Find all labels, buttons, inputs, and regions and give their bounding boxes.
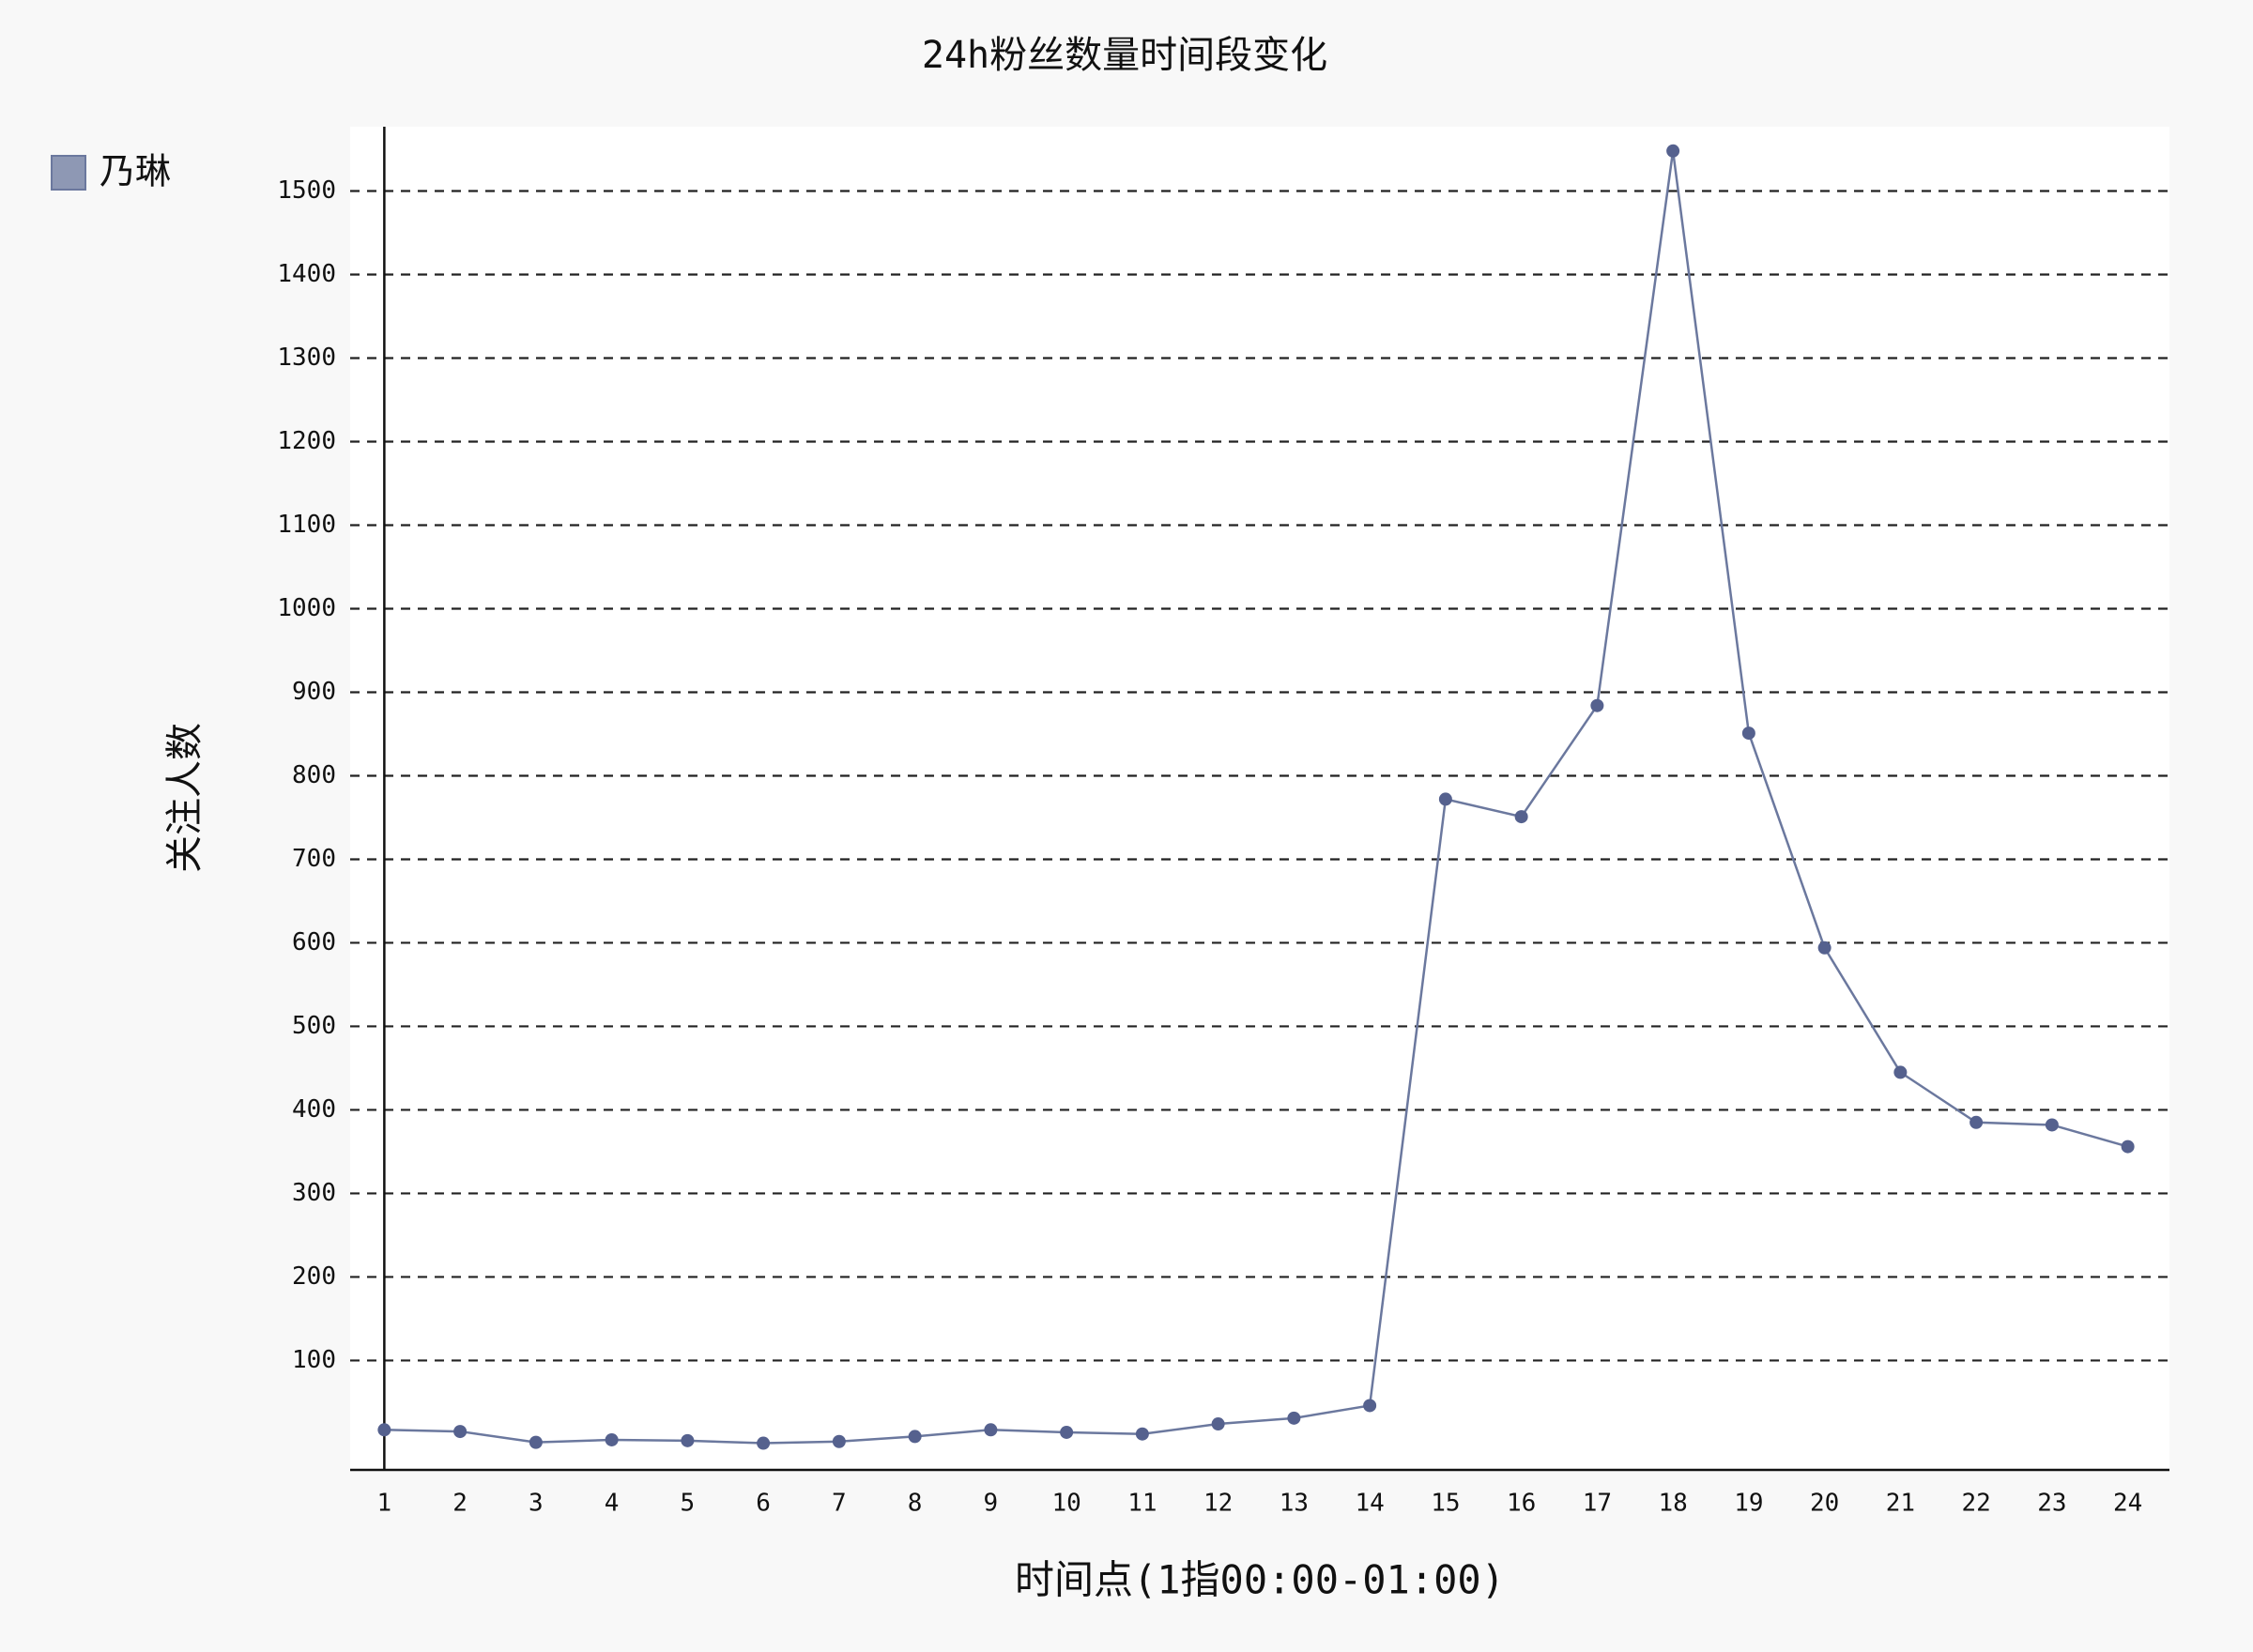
- x-tick-label: 22: [1961, 1490, 1990, 1518]
- data-point: [681, 1433, 695, 1447]
- y-tick-label: 1100: [277, 511, 336, 539]
- data-point: [1590, 698, 1604, 712]
- y-tick-label: 600: [292, 928, 336, 956]
- chart-title: 24h粉丝数量时间段变化: [922, 34, 1327, 77]
- data-point: [984, 1423, 998, 1437]
- data-point: [1438, 792, 1452, 806]
- x-tick-label: 5: [681, 1490, 696, 1518]
- data-point: [529, 1435, 543, 1449]
- data-point: [757, 1436, 771, 1450]
- data-point: [1817, 941, 1832, 955]
- x-tick-label: 17: [1583, 1490, 1612, 1518]
- x-tick-label: 13: [1280, 1490, 1309, 1518]
- y-tick-label: 1300: [277, 344, 336, 372]
- y-tick-label: 200: [292, 1262, 336, 1291]
- x-tick-label: 23: [2037, 1490, 2066, 1518]
- y-tick-label: 500: [292, 1012, 336, 1040]
- data-point: [1211, 1417, 1225, 1431]
- data-point: [1741, 727, 1755, 741]
- data-point: [377, 1423, 391, 1437]
- y-tick-label: 300: [292, 1179, 336, 1207]
- data-point: [1969, 1115, 1984, 1129]
- x-tick-label: 24: [2113, 1490, 2142, 1518]
- y-tick-label: 1200: [277, 427, 336, 455]
- data-point: [1060, 1425, 1074, 1439]
- x-tick-label: 1: [377, 1490, 392, 1518]
- data-point: [1363, 1399, 1377, 1413]
- x-tick-label: 9: [984, 1490, 999, 1518]
- x-tick-label: 21: [1886, 1490, 1915, 1518]
- data-point: [832, 1434, 846, 1448]
- data-point: [605, 1432, 619, 1446]
- legend-swatch: [51, 155, 86, 191]
- plot-area: [350, 127, 2169, 1470]
- data-point: [453, 1425, 467, 1439]
- x-tick-label: 8: [908, 1490, 923, 1518]
- y-tick-label: 1500: [277, 176, 336, 205]
- data-point: [1893, 1065, 1908, 1079]
- y-tick-label: 100: [292, 1346, 336, 1374]
- x-tick-label: 12: [1203, 1490, 1233, 1518]
- data-point: [2121, 1140, 2135, 1154]
- data-point: [1287, 1411, 1301, 1425]
- y-tick-label: 700: [292, 845, 336, 873]
- x-tick-label: 7: [832, 1490, 847, 1518]
- legend-label: 乃琳: [100, 151, 171, 192]
- x-tick-label: 4: [605, 1490, 620, 1518]
- x-tick-label: 14: [1355, 1490, 1384, 1518]
- x-tick-label: 2: [452, 1490, 467, 1518]
- series-line: [384, 150, 2128, 1445]
- data-point: [2045, 1118, 2059, 1132]
- y-tick-label: 400: [292, 1095, 336, 1124]
- x-tick-label: 15: [1431, 1490, 1460, 1518]
- data-point: [1666, 144, 1680, 158]
- x-tick-label: 6: [756, 1490, 771, 1518]
- y-axis-label: 关注人数: [163, 723, 207, 873]
- y-tick-label: 1000: [277, 594, 336, 622]
- x-tick-label: 11: [1127, 1490, 1157, 1518]
- data-point: [908, 1430, 922, 1444]
- y-tick-label: 900: [292, 678, 336, 706]
- x-tick-label: 18: [1658, 1490, 1687, 1518]
- x-tick-label: 19: [1734, 1490, 1763, 1518]
- y-tick-label: 1400: [277, 260, 336, 288]
- x-axis-label: 时间点(1指00:00-01:00): [1015, 1557, 1505, 1603]
- x-tick-label: 20: [1810, 1490, 1839, 1518]
- x-tick-label: 3: [529, 1490, 544, 1518]
- x-tick-label: 10: [1051, 1490, 1081, 1518]
- y-tick-label: 800: [292, 761, 336, 789]
- x-tick-label: 16: [1507, 1490, 1536, 1518]
- data-point: [1135, 1427, 1149, 1441]
- data-point: [1514, 810, 1528, 824]
